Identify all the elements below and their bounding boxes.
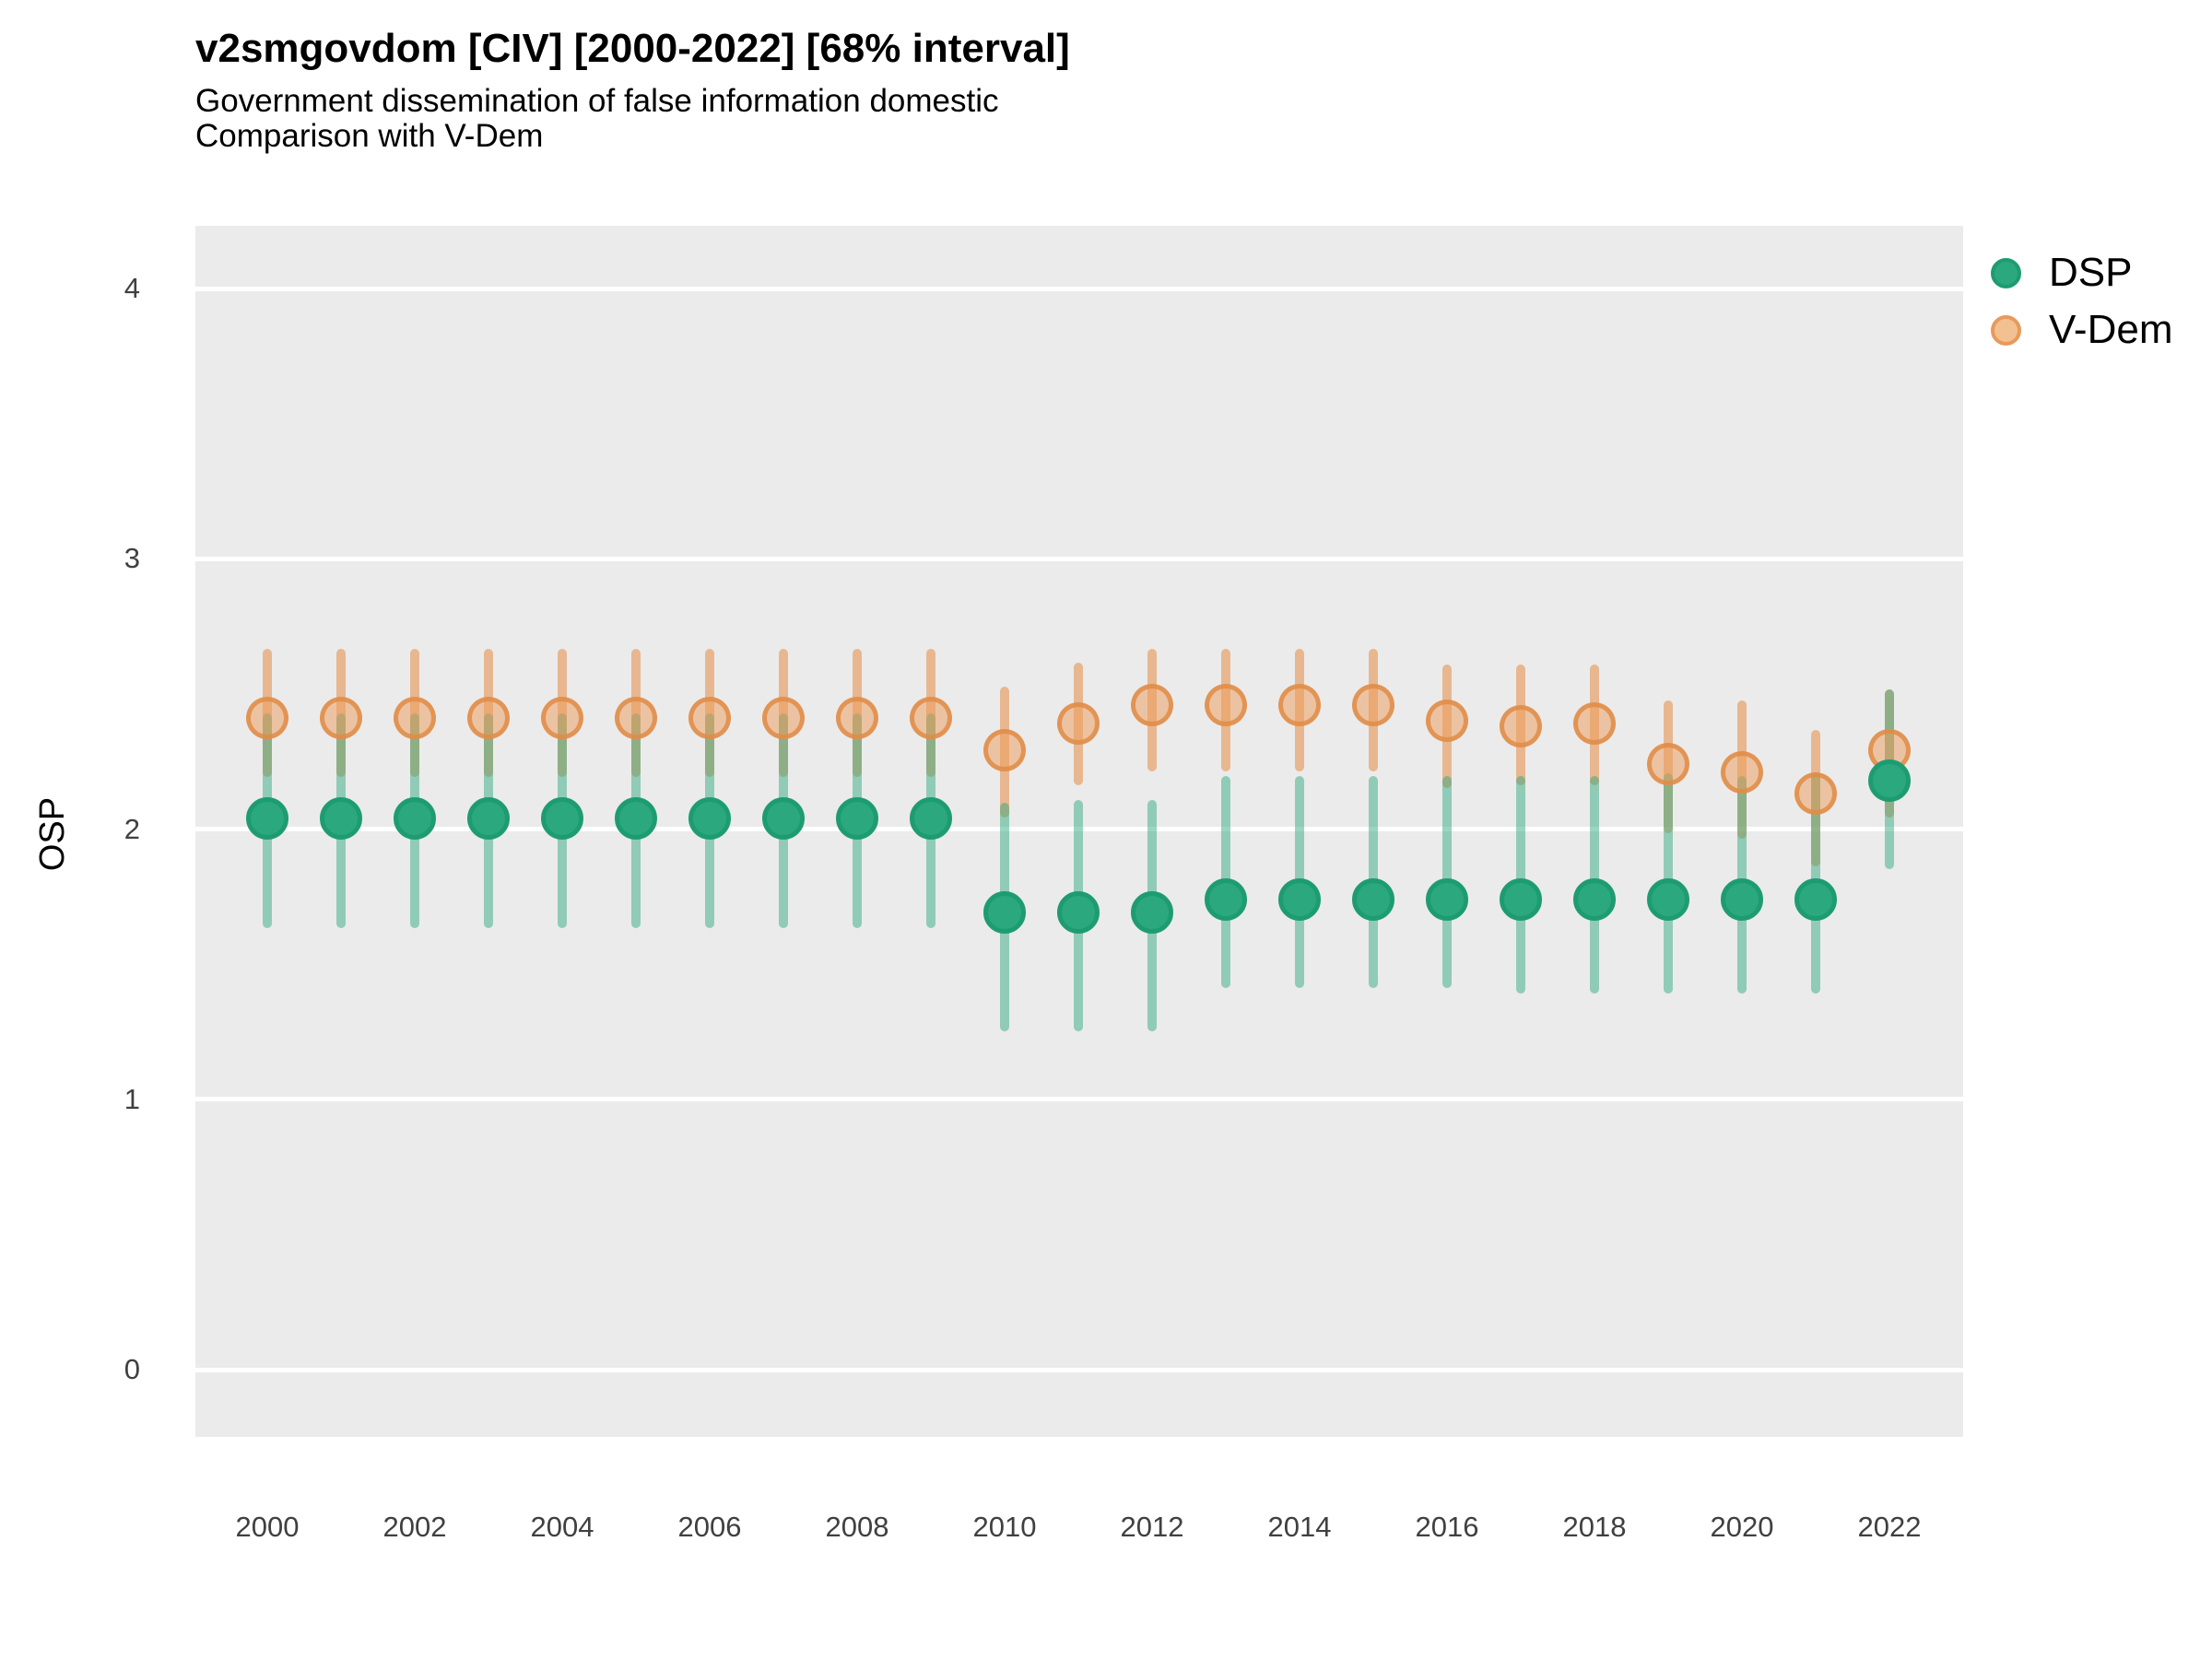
dsp-point	[1352, 877, 1394, 921]
dsp-point	[1426, 877, 1468, 921]
x-tick-label: 2016	[1415, 1511, 1479, 1543]
chart-subtitle-line1: Government dissemination of false inform…	[195, 83, 999, 119]
vdem-point	[1500, 705, 1542, 748]
vdem-point	[1794, 772, 1837, 816]
vdem-point	[1352, 683, 1394, 726]
x-tick-label: 2002	[382, 1511, 447, 1543]
gridline-y-3	[195, 556, 1963, 561]
x-tick-label: 2020	[1710, 1511, 1774, 1543]
dsp-point	[1500, 877, 1542, 921]
dsp-point	[983, 891, 1026, 935]
dsp-point	[320, 796, 362, 840]
legend-label-vdem: V-Dem	[2049, 307, 2173, 352]
vdem-point	[1057, 702, 1100, 746]
vdem-point	[910, 697, 952, 740]
legend-item-dsp: DSP	[1991, 249, 2172, 297]
dsp-point	[615, 796, 657, 840]
x-tick-label: 2014	[1267, 1511, 1332, 1543]
vdem-point	[394, 697, 436, 740]
dsp-point	[1794, 877, 1837, 921]
vdem-point	[983, 729, 1026, 772]
vdem-point	[1721, 750, 1763, 794]
vdem-point	[1647, 743, 1689, 786]
y-tick-label: 1	[124, 1082, 140, 1115]
chart-title: v2smgovdom [CIV] [2000-2022] [68% interv…	[195, 26, 1070, 71]
dsp-legend-dot-icon	[1991, 257, 2021, 288]
dsp-point	[1573, 877, 1616, 921]
vdem-point	[1573, 702, 1616, 746]
vdem-point	[467, 697, 510, 740]
gridline-y-4	[195, 286, 1963, 291]
vdem-point	[1426, 700, 1468, 743]
dsp-point	[910, 796, 952, 840]
vdem-point	[688, 697, 731, 740]
dsp-point	[836, 796, 878, 840]
x-tick-label: 2018	[1562, 1511, 1627, 1543]
vdem-point	[246, 697, 288, 740]
x-tick-label: 2008	[825, 1511, 889, 1543]
dsp-point	[1868, 759, 1911, 802]
y-tick-label: 3	[124, 542, 140, 575]
x-tick-label: 2012	[1120, 1511, 1184, 1543]
dsp-point	[1278, 877, 1321, 921]
chart-subtitle-line2: Comparison with V-Dem	[195, 118, 544, 154]
dsp-point	[1205, 877, 1247, 921]
x-tick-label: 2022	[1857, 1511, 1922, 1543]
y-tick-label: 4	[124, 272, 140, 304]
vdem-point	[1131, 683, 1173, 726]
dsp-point	[762, 796, 805, 840]
x-tick-label: 2010	[972, 1511, 1037, 1543]
vdem-point	[320, 697, 362, 740]
vdem-point	[615, 697, 657, 740]
y-tick-label: 0	[124, 1353, 140, 1385]
dsp-point	[1647, 877, 1689, 921]
vdem-point	[762, 697, 805, 740]
x-tick-label: 2006	[677, 1511, 742, 1543]
dsp-point	[1057, 891, 1100, 935]
dsp-point	[1131, 891, 1173, 935]
vdem-point	[1278, 683, 1321, 726]
vdem-point	[836, 697, 878, 740]
dsp-point	[246, 796, 288, 840]
gridline-y-2	[195, 827, 1963, 831]
vdem-legend-dot-icon	[1991, 314, 2021, 346]
dsp-point	[467, 796, 510, 840]
legend: DSP V-Dem	[1991, 249, 2172, 363]
y-tick-label: 2	[124, 812, 140, 845]
dsp-point	[1721, 877, 1763, 921]
x-tick-label: 2000	[235, 1511, 300, 1543]
gridline-y-0	[195, 1367, 1963, 1372]
vdem-point	[1205, 683, 1247, 726]
legend-item-vdem: V-Dem	[1991, 306, 2172, 354]
plot-panel	[195, 226, 1963, 1437]
dsp-point	[541, 796, 583, 840]
vdem-point	[541, 697, 583, 740]
gridline-y-1	[195, 1097, 1963, 1102]
dsp-point	[688, 796, 731, 840]
dsp-point	[394, 796, 436, 840]
legend-label-dsp: DSP	[2049, 250, 2133, 295]
x-tick-label: 2004	[530, 1511, 594, 1543]
